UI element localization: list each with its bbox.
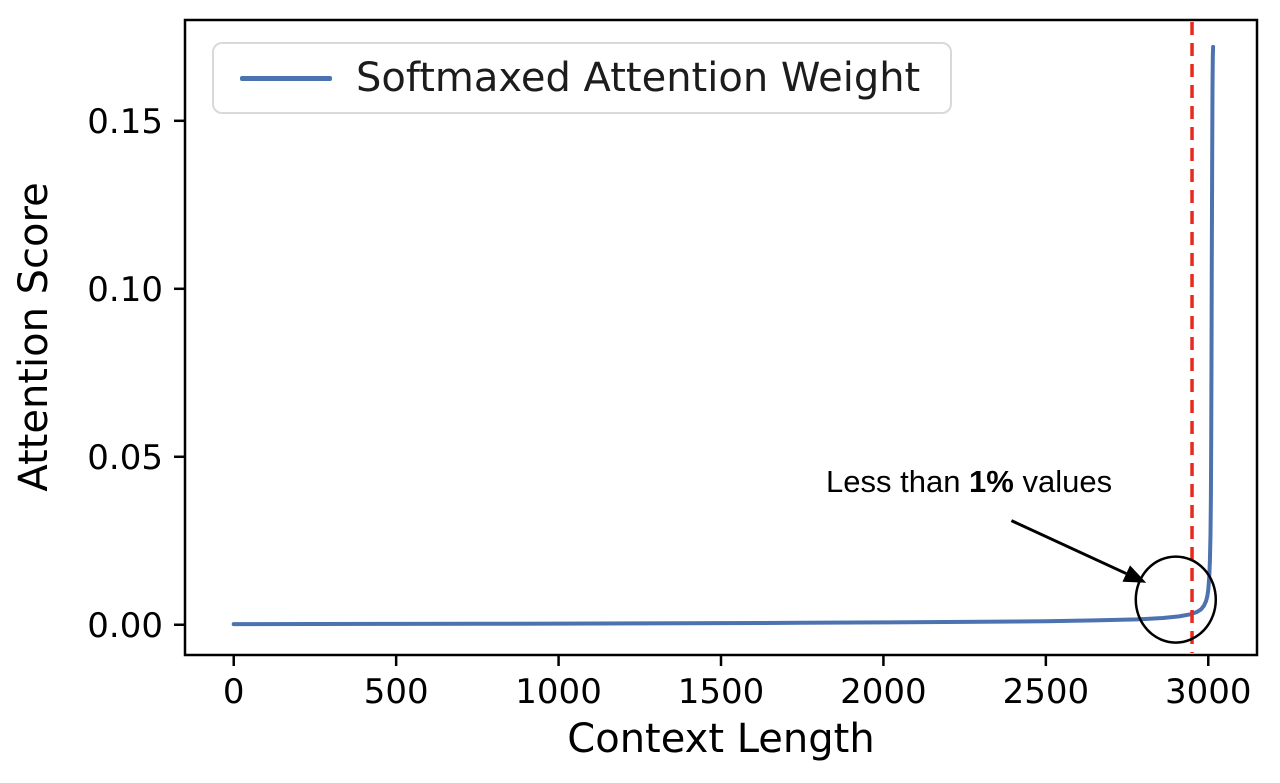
svg-text:3000: 3000 — [1165, 672, 1252, 712]
legend: Softmaxed Attention Weight — [212, 42, 953, 114]
svg-text:2500: 2500 — [1003, 672, 1090, 712]
x-axis-label: Context Length — [567, 716, 875, 762]
legend-label: Softmaxed Attention Weight — [356, 55, 921, 101]
svg-text:0: 0 — [223, 672, 245, 712]
svg-text:1500: 1500 — [678, 672, 765, 712]
annotation-text-prefix: Less than — [826, 464, 970, 499]
annotation-text: Less than 1% values — [826, 464, 1112, 500]
svg-text:0.05: 0.05 — [87, 438, 163, 478]
svg-text:500: 500 — [364, 672, 429, 712]
annotation-text-bold: 1% — [969, 464, 1014, 499]
y-axis-label: Attention Score — [11, 182, 57, 492]
annotation-text-suffix: values — [1013, 464, 1113, 499]
legend-line-swatch — [240, 75, 332, 81]
svg-text:0.10: 0.10 — [87, 270, 163, 310]
svg-text:2000: 2000 — [840, 672, 927, 712]
svg-text:1000: 1000 — [515, 672, 602, 712]
svg-text:0.00: 0.00 — [87, 606, 163, 646]
svg-text:0.15: 0.15 — [87, 102, 163, 142]
